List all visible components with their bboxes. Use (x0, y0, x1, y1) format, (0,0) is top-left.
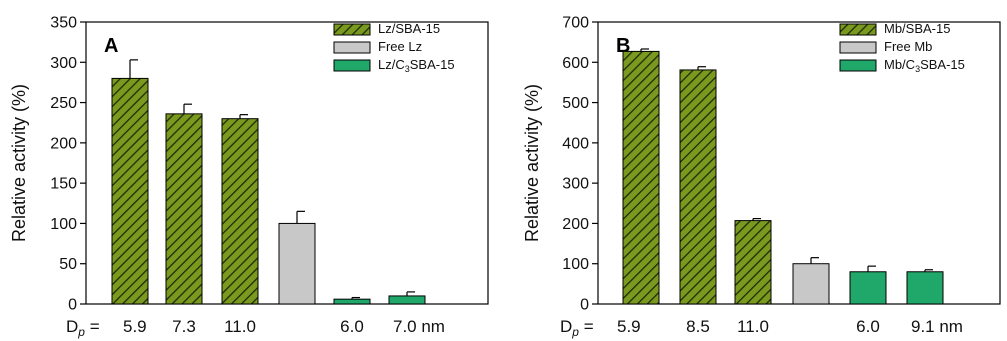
y-tick-label: 350 (50, 15, 77, 32)
bar (622, 50, 660, 305)
dp-label-prefix: D (560, 317, 572, 336)
category-label: 11.0 (737, 317, 769, 336)
y-tick-label: 0 (68, 297, 77, 314)
dp-label-sub: p (571, 325, 579, 339)
dp-label: Dp = (560, 317, 594, 339)
chart-panel-a: 0 50 100 150 200 250 300 350 Relative activity (… (9, 15, 489, 339)
bar (734, 220, 772, 305)
category-label: 5.9 (123, 317, 147, 336)
legend-label-part: SBA-15 (920, 57, 965, 72)
legend-label: Free Mb (884, 39, 932, 54)
dp-label: Dp = (66, 317, 100, 339)
bar (792, 263, 830, 305)
y-tick-label: 100 (562, 256, 589, 273)
legend-label: Lz/SBA-15 (378, 21, 440, 36)
legend-swatch (333, 41, 371, 54)
y-tick-label: 0 (580, 297, 589, 314)
y-tick-label: 500 (562, 95, 589, 112)
legend-label-part: Mb/C (884, 57, 915, 72)
bar (165, 113, 203, 305)
category-label: 6.0 (856, 317, 880, 336)
chart-panel-b: 0 100 200 300 400 500 600 700 Relative activity … (522, 15, 1001, 339)
legend-label: Mb/SBA-15 (884, 21, 950, 36)
legend-label: Mb/C3SBA-15 (884, 57, 965, 74)
dp-label-eq: = (85, 317, 100, 336)
y-tick-label: 700 (562, 15, 589, 32)
y-tick-label: 100 (50, 216, 77, 233)
y-tick-label: 300 (50, 55, 77, 72)
bar (111, 77, 149, 305)
legend-label: Lz/C3SBA-15 (378, 57, 455, 74)
bar (849, 271, 887, 305)
bar (221, 118, 259, 305)
dp-label-sub: p (77, 325, 85, 339)
y-tick-label: 200 (50, 135, 77, 152)
legend-swatch (333, 23, 371, 36)
bar (388, 295, 426, 305)
legend-label-sub: 3 (915, 64, 920, 74)
legend-label-sub: 3 (405, 64, 410, 74)
legend-label: Free Lz (378, 39, 422, 54)
legend-swatch (333, 59, 371, 72)
y-axis-label: Relative activity (%) (522, 84, 542, 242)
category-label: 8.5 (686, 317, 710, 336)
legend-swatch (839, 23, 877, 36)
y-tick-label: 200 (562, 216, 589, 233)
bar (679, 69, 717, 305)
y-tick-label: 600 (562, 55, 589, 72)
y-tick-label: 400 (562, 135, 589, 152)
bar (278, 222, 316, 305)
bar (906, 271, 944, 305)
legend-swatch (839, 41, 877, 54)
legend-label-part: SBA-15 (410, 57, 455, 72)
y-tick-label: 50 (59, 256, 77, 273)
category-label: 6.0 (340, 317, 364, 336)
y-tick-label: 250 (50, 95, 77, 112)
category-label: 11.0 (224, 317, 256, 336)
bar (333, 298, 371, 305)
y-axis-label: Relative activity (%) (9, 84, 29, 242)
panel-label: A (104, 35, 118, 57)
legend-swatch (839, 59, 877, 72)
dp-label-prefix: D (66, 317, 78, 336)
dp-label-eq: = (579, 317, 594, 336)
y-tick-label: 300 (562, 176, 589, 193)
category-label: 7.0 nm (393, 317, 445, 336)
category-label: 9.1 nm (911, 317, 963, 336)
category-label: 7.3 (172, 317, 196, 336)
y-tick-label: 150 (50, 176, 77, 193)
legend-label-part: Lz/C (378, 57, 405, 72)
category-label: 5.9 (617, 317, 641, 336)
